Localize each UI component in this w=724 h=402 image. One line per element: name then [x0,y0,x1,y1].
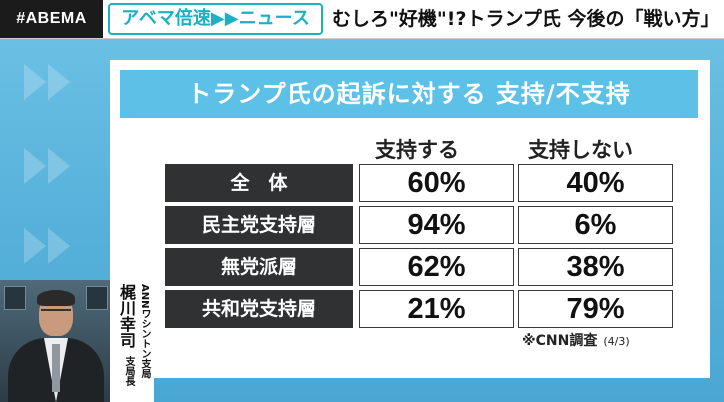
oppose-value: 6% [518,206,673,244]
background-chevron-icon [48,148,70,184]
reporter-tie [52,344,60,392]
reporter-video [0,280,110,402]
oppose-value: 40% [518,164,673,202]
reporter-name: 梶川幸司 [117,284,136,348]
reporter-glasses [41,309,71,318]
row-label: 無党派層 [165,248,353,286]
source-note: ※CNN調査 (4/3) [522,330,630,350]
top-bar: #ABEMA アベマ倍速▶▶ニュース むしろ"好機"!?トランプ氏 今後の「戦い… [0,0,724,39]
program-badge: アベマ倍速▶▶ニュース [108,3,323,35]
source-label: ※CNN調査 [522,333,598,349]
abema-logo: #ABEMA [0,0,103,38]
headline: むしろ"好機"!?トランプ氏 今後の「戦い方」 [332,8,720,30]
support-value: 94% [359,206,514,244]
reporter-hair [37,290,75,306]
reporter-nameplate: ANNワシントン支局 梶川幸司 支局長 [110,280,154,402]
column-header-oppose: 支持しない [528,138,633,162]
oppose-value: 38% [518,248,673,286]
support-value: 62% [359,248,514,286]
background-chevron-icon [24,148,46,184]
source-date: (4/3) [603,335,630,348]
reporter-affiliation: ANNワシントン支局 [139,284,150,379]
background-chevron-icon [24,228,46,264]
studio-monitor [4,286,26,310]
row-label: 共和党支持層 [165,290,353,328]
row-label: 民主党支持層 [165,206,353,244]
row-label: 全 体 [165,164,353,202]
support-value: 60% [359,164,514,202]
board-title: トランプ氏の起訴に対する 支持/不支持 [120,70,698,118]
reporter-role: 支局長 [123,356,134,386]
support-value: 21% [359,290,514,328]
oppose-value: 79% [518,290,673,328]
background-chevron-icon [48,228,70,264]
background-chevron-icon [24,64,46,100]
column-header-support: 支持する [375,138,459,162]
poll-board: トランプ氏の起訴に対する 支持/不支持 支持する 支持しない 全 体 60% 4… [110,60,710,378]
studio-monitor [86,286,108,310]
background-chevron-icon [48,64,70,100]
